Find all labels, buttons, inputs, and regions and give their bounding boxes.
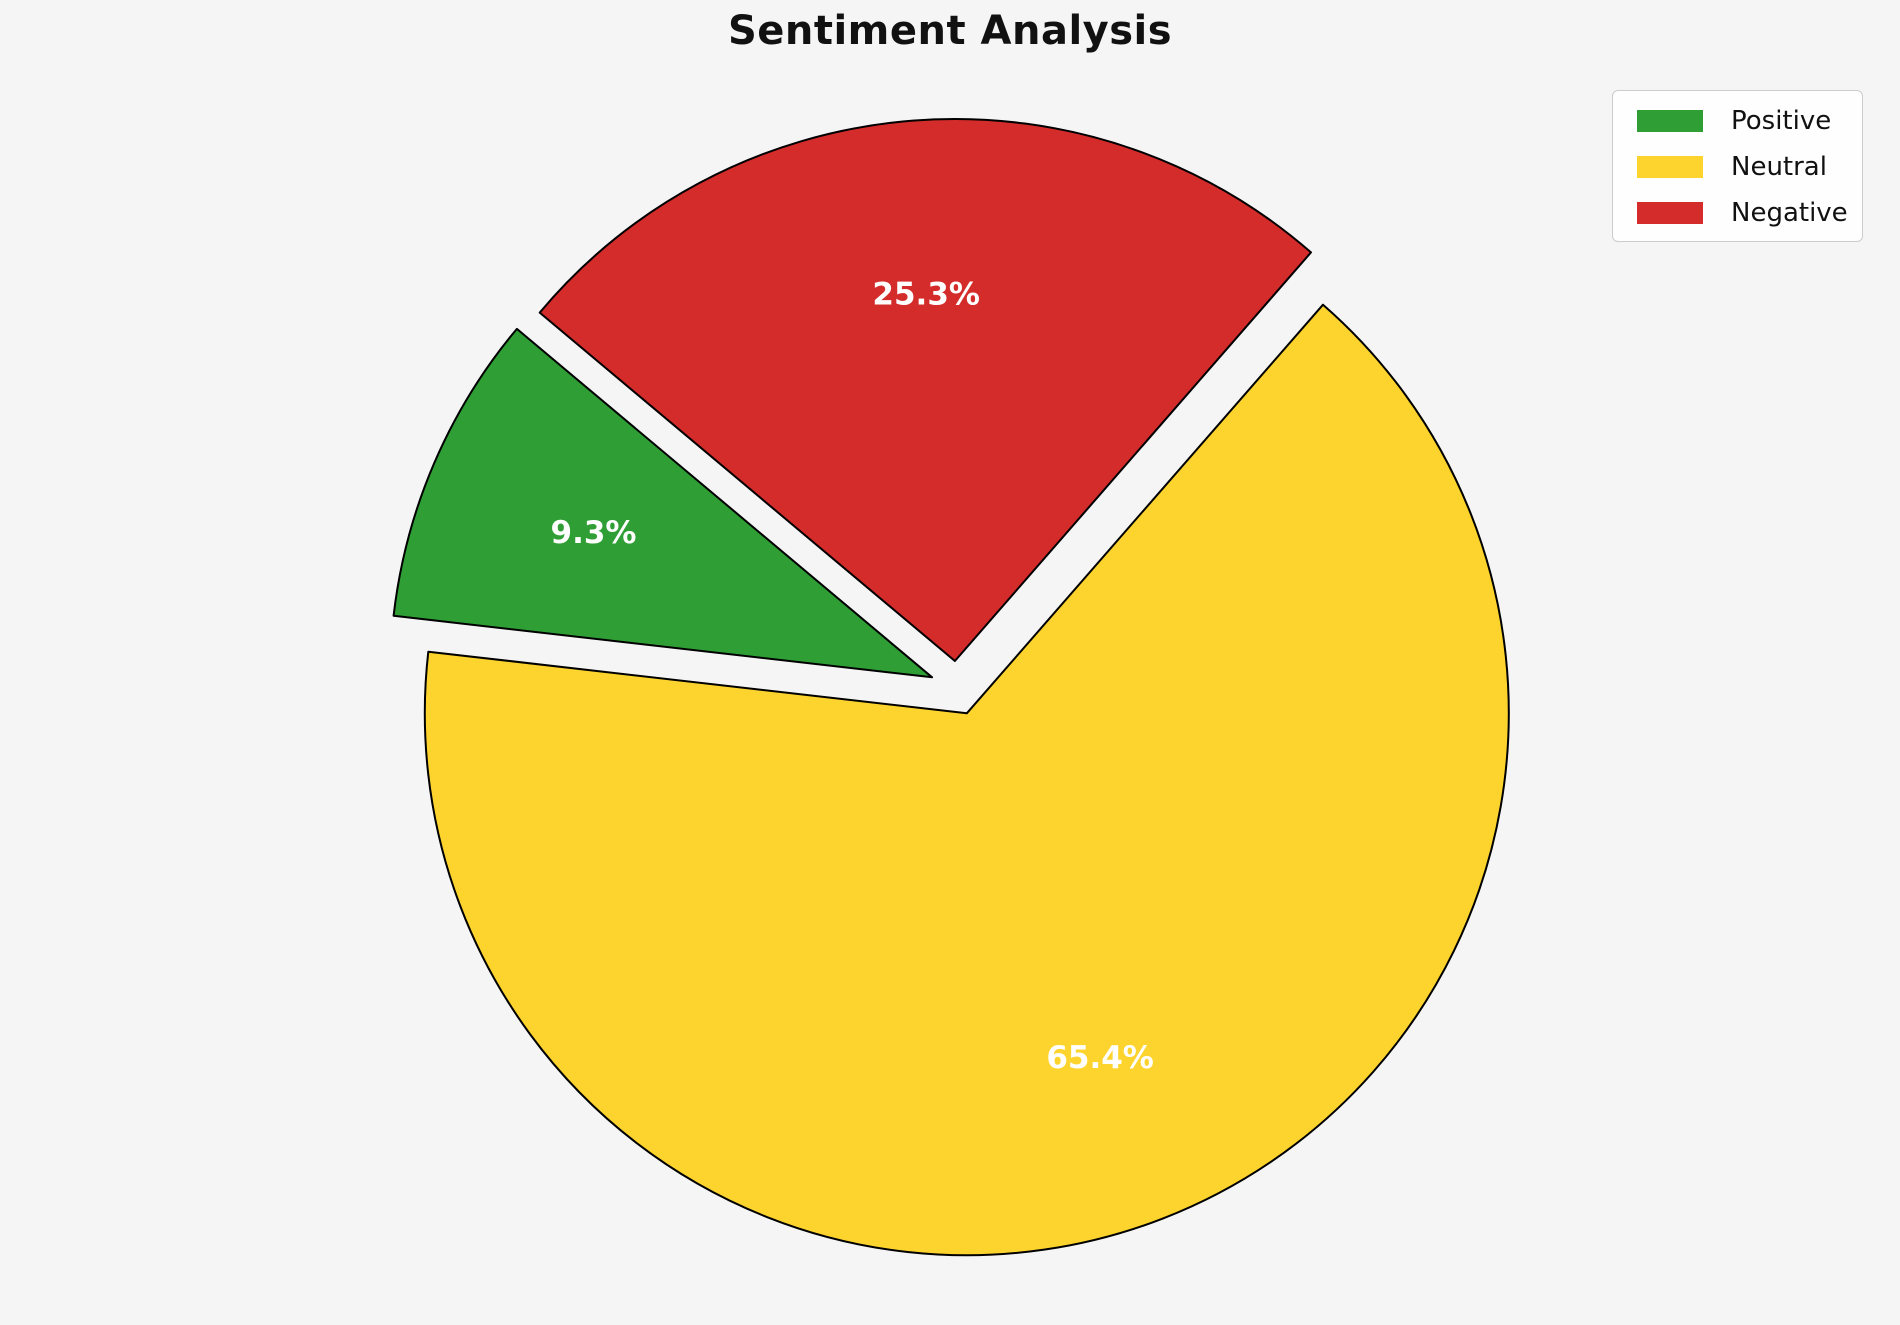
legend-label-positive: Positive (1731, 106, 1832, 136)
chart-title: Sentiment Analysis (727, 8, 1173, 54)
pie-slice-neutral (423, 303, 1510, 1257)
legend-box: Positive Neutral Negative (1612, 90, 1863, 242)
neutral-color-swatch (1637, 156, 1703, 178)
slice-label-neutral: 65.4% (1046, 1040, 1154, 1076)
positive-color-swatch (1637, 110, 1703, 132)
legend-item-negative: Negative (1637, 190, 1862, 236)
slice-label-positive: 9.3% (551, 515, 637, 551)
legend-item-positive: Positive (1637, 98, 1862, 144)
legend-item-neutral: Neutral (1637, 144, 1862, 190)
negative-color-swatch (1637, 202, 1703, 224)
legend-label-neutral: Neutral (1731, 152, 1827, 182)
legend-label-negative: Negative (1731, 198, 1848, 228)
pie-slice-negative (538, 118, 1312, 662)
pie-slice-positive (392, 327, 934, 679)
slice-label-negative: 25.3% (872, 277, 980, 313)
